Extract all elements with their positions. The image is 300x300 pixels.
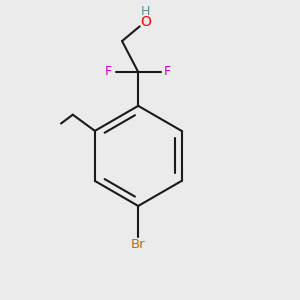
- Text: F: F: [105, 65, 112, 79]
- Text: O: O: [140, 15, 151, 29]
- Text: F: F: [164, 65, 171, 79]
- Text: Br: Br: [131, 238, 146, 251]
- Text: H: H: [141, 4, 150, 18]
